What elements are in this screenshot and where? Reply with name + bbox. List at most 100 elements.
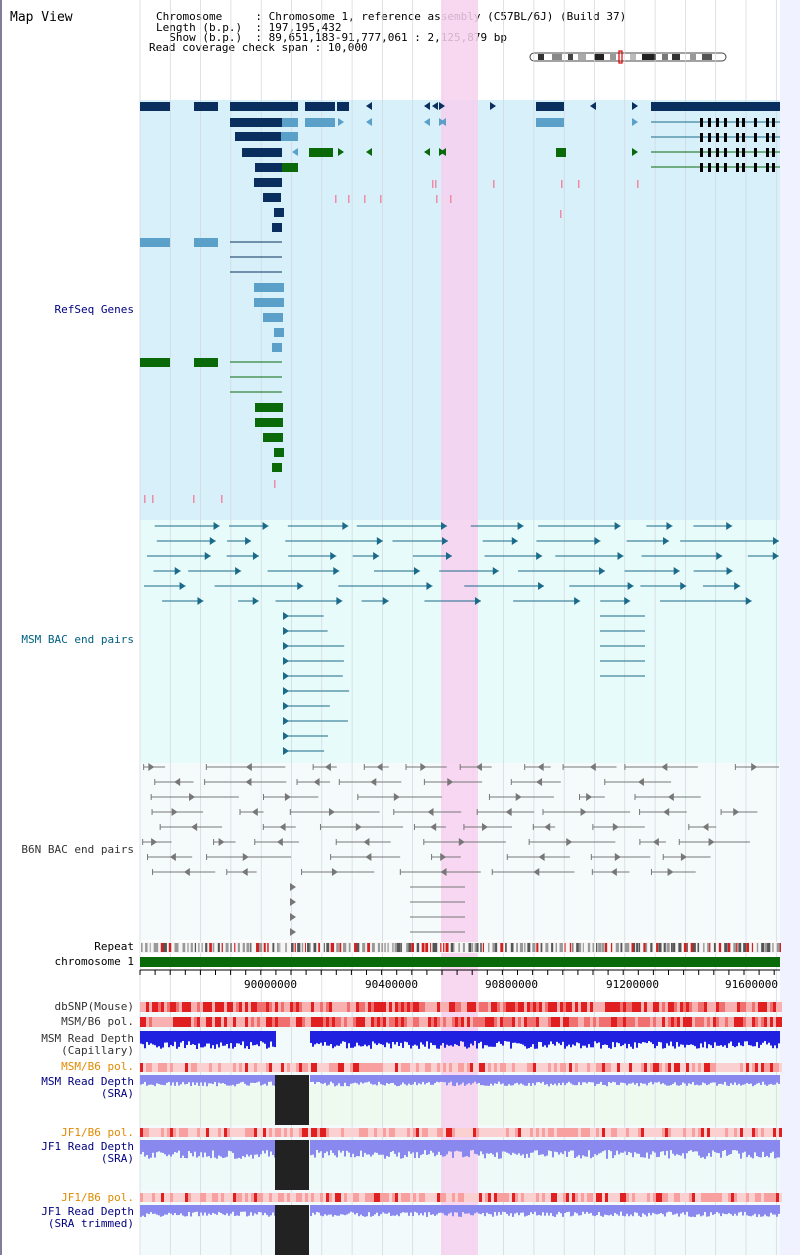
gene-exon — [263, 313, 283, 322]
heat-cell — [404, 1063, 407, 1072]
depth-bar — [452, 1205, 454, 1217]
heat-cell — [677, 1017, 680, 1027]
heat-cell — [269, 1193, 272, 1202]
gene-exon-small — [716, 148, 719, 157]
depth-bar — [402, 1031, 404, 1048]
refseq-genes-track[interactable] — [140, 102, 780, 503]
depth-bar — [562, 1075, 564, 1083]
depth-bar — [152, 1205, 154, 1214]
depth-bar — [436, 1140, 438, 1155]
heat-cell — [350, 1128, 353, 1137]
depth-bar — [612, 1140, 614, 1159]
heat-tracks[interactable] — [140, 1002, 782, 1202]
repeat-element — [576, 943, 580, 952]
heat-cell — [710, 1017, 713, 1027]
heat-cell — [632, 1193, 635, 1202]
chromosome-bar[interactable] — [140, 957, 780, 967]
heat-cell — [248, 1193, 251, 1202]
depth-bar — [212, 1140, 214, 1151]
heat-cell — [203, 1063, 206, 1072]
depth-bar — [166, 1140, 168, 1157]
depth-bar — [322, 1140, 324, 1158]
heat-cell — [491, 1017, 494, 1027]
depth-bar — [230, 1031, 232, 1044]
heat-cell — [497, 1193, 500, 1202]
heat-cell — [518, 1128, 521, 1137]
depth-bar — [338, 1075, 340, 1084]
b6n-bac-pairs-track[interactable] — [142, 763, 780, 936]
chromosome-ideogram-icon[interactable] — [529, 50, 727, 64]
depth-bar — [190, 1075, 192, 1086]
heat-cell — [152, 1128, 155, 1137]
gene-exon — [140, 102, 170, 111]
heat-cell — [245, 1002, 248, 1012]
repeat-track[interactable] — [141, 943, 782, 952]
heat-cell — [332, 1017, 335, 1027]
heat-cell — [770, 1063, 773, 1072]
depth-bar — [430, 1205, 432, 1215]
depth-tracks[interactable] — [140, 1031, 780, 1217]
depth-bar — [176, 1031, 178, 1049]
heat-cell — [560, 1002, 563, 1012]
heat-cell — [251, 1063, 254, 1072]
depth-bar — [626, 1075, 628, 1086]
depth-bar — [570, 1075, 572, 1084]
depth-bar — [704, 1075, 706, 1084]
heat-cell — [641, 1193, 644, 1202]
heat-cell — [401, 1002, 404, 1012]
heat-cell — [245, 1193, 248, 1202]
depth-bar — [354, 1140, 356, 1158]
heat-cell — [326, 1128, 329, 1137]
heat-cell — [671, 1128, 674, 1137]
heat-cell — [443, 1063, 446, 1072]
depth-bar — [360, 1031, 362, 1047]
heat-cell — [584, 1193, 587, 1202]
heat-cell — [611, 1017, 614, 1027]
depth-bar — [142, 1031, 144, 1045]
depth-bar — [252, 1031, 254, 1046]
heat-cell — [185, 1193, 188, 1202]
depth-bar — [180, 1031, 182, 1043]
track-label-msm-depth-sra: MSM Read Depth (SRA) — [10, 1076, 134, 1100]
heat-cell — [143, 1063, 146, 1072]
b6n-pair-end — [290, 913, 296, 921]
heat-cell — [464, 1063, 467, 1072]
depth-bar — [490, 1140, 492, 1154]
depth-bar — [182, 1031, 184, 1042]
depth-bar — [624, 1205, 626, 1217]
depth-bar — [622, 1075, 624, 1083]
heat-cell — [524, 1017, 527, 1027]
heat-cell — [527, 1128, 530, 1137]
depth-bar — [564, 1031, 566, 1049]
heat-cell — [179, 1128, 182, 1137]
depth-bar — [670, 1140, 672, 1151]
depth-bar — [506, 1205, 508, 1214]
depth-bar — [400, 1140, 402, 1159]
msm-bac-pairs-track[interactable] — [143, 522, 779, 755]
depth-bar — [546, 1205, 548, 1213]
depth-bar — [568, 1205, 570, 1212]
heat-cell — [689, 1063, 692, 1072]
msm-pair-end — [772, 552, 779, 560]
msm-pair-end — [342, 522, 349, 530]
depth-bar — [664, 1140, 666, 1156]
depth-bar — [178, 1031, 180, 1047]
depth-bar — [734, 1075, 736, 1083]
depth-bar — [726, 1075, 728, 1086]
heat-cell — [434, 1063, 437, 1072]
depth-bar — [392, 1140, 394, 1151]
heat-cell — [368, 1002, 371, 1012]
heat-cell — [500, 1128, 503, 1137]
gene-arrow — [366, 118, 372, 126]
depth-bar — [684, 1205, 686, 1215]
msm-pair-end — [680, 582, 687, 590]
depth-bar — [530, 1205, 532, 1213]
depth-bar — [646, 1205, 648, 1217]
heat-cell — [707, 1193, 710, 1202]
depth-bar — [390, 1205, 392, 1216]
depth-bar — [264, 1075, 266, 1084]
repeat-element — [392, 943, 394, 952]
heat-cell — [620, 1017, 623, 1027]
depth-bar — [344, 1140, 346, 1157]
